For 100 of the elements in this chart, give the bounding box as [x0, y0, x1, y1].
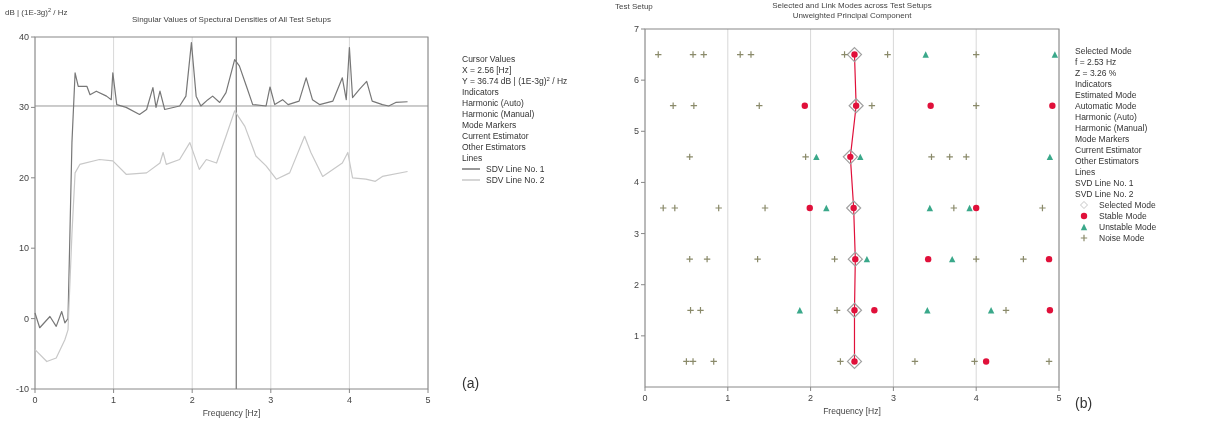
point — [847, 251, 863, 267]
point — [1049, 102, 1056, 109]
y-tick-label: 10 — [18, 243, 29, 254]
legend-label: Selected Mode — [1099, 200, 1156, 210]
point — [863, 255, 871, 263]
text: Current Estimator — [462, 131, 529, 141]
text: Estimated Mode — [1075, 90, 1137, 100]
point — [982, 358, 990, 365]
point — [926, 204, 934, 212]
point — [801, 102, 808, 109]
line-series — [34, 42, 409, 329]
point — [690, 101, 698, 110]
point — [846, 46, 863, 63]
point — [973, 204, 980, 212]
y-axis-title: dB | (1E-3g)$^{2}$ / Hz — [5, 7, 68, 17]
y-tick-label: 4 — [633, 177, 639, 188]
text: Harmonic (Auto) — [1075, 112, 1138, 122]
legend-label: Noise Mode — [1099, 233, 1145, 243]
point — [924, 307, 931, 314]
legend-label: SDV Line No. 1 — [486, 164, 545, 174]
point — [753, 255, 762, 263]
x-tick-label: 2 — [808, 393, 814, 403]
text: Mode Markers — [1075, 134, 1130, 144]
point — [813, 153, 820, 161]
point — [1002, 306, 1010, 315]
text: Harmonic (Manual) — [462, 109, 535, 119]
point — [1038, 204, 1047, 212]
point — [659, 204, 668, 212]
text: Indicators — [462, 87, 499, 97]
text: Lines — [1075, 167, 1096, 177]
y-tick-label: 1 — [633, 330, 639, 341]
x-axis-title: Frequency [Hz] — [823, 406, 881, 416]
chart-subtitle: Unweighted Principal Component — [792, 11, 913, 20]
text: (a) — [462, 375, 480, 391]
point — [1046, 307, 1054, 314]
point — [689, 50, 697, 59]
point — [1019, 255, 1028, 263]
text: Z = 3.26 % — [1075, 68, 1117, 78]
y-tick-label: 7 — [633, 24, 639, 34]
text: Selected Mode — [1075, 46, 1132, 56]
point — [703, 255, 711, 263]
point — [857, 153, 864, 161]
text: SVD Line No. 2 — [1075, 189, 1134, 199]
text: Indicators — [1075, 79, 1112, 89]
point — [796, 307, 804, 314]
point — [761, 204, 769, 212]
point — [1046, 153, 1054, 161]
text: f = 2.53 Hz — [1075, 57, 1117, 67]
text: Current Estimator — [1075, 145, 1142, 155]
text: Harmonic (Auto) — [462, 98, 525, 108]
point — [801, 153, 810, 161]
y-axis-title: Test Setup — [615, 2, 654, 11]
point — [846, 302, 863, 318]
point — [987, 307, 995, 314]
x-tick-label: 1 — [111, 395, 117, 405]
point — [846, 200, 862, 216]
text: Lines — [462, 153, 483, 163]
x-tick-label: 3 — [268, 395, 274, 405]
y-tick-label: 20 — [18, 172, 29, 183]
point — [868, 101, 876, 110]
y-tick-label: 30 — [18, 102, 29, 113]
legend-label: SDV Line No. 2 — [486, 175, 545, 185]
point — [806, 204, 813, 212]
chart-title: Singular Values of Spectural Densities of All Test Setups — [132, 15, 331, 24]
text: SVD Line No. 1 — [1075, 178, 1134, 188]
text: Other Estimators — [462, 142, 526, 152]
y-tick-label: -10 — [15, 384, 29, 394]
y-tick-label: 2 — [633, 279, 639, 290]
point — [1045, 255, 1053, 263]
y-tick-label: 6 — [633, 75, 639, 86]
point — [842, 149, 858, 165]
point — [671, 204, 679, 212]
y-tick-label: 5 — [633, 126, 639, 137]
point — [823, 204, 830, 212]
point — [962, 153, 971, 161]
point — [871, 307, 878, 314]
point — [1045, 357, 1053, 366]
text: Cursor Values — [462, 54, 516, 64]
y-tick-label: 3 — [633, 228, 639, 239]
text: Automatic Mode — [1075, 101, 1137, 111]
point — [948, 255, 956, 263]
y-tick-label: 0 — [23, 313, 29, 324]
text: Mode Markers — [462, 120, 517, 130]
x-tick-label: 5 — [1056, 393, 1062, 403]
x-tick-label: 4 — [346, 395, 352, 405]
x-tick-label: 3 — [890, 393, 896, 403]
point — [911, 357, 919, 366]
point — [945, 153, 954, 161]
text: Other Estimators — [1075, 156, 1139, 166]
x-tick-label: 5 — [425, 395, 431, 405]
point — [972, 255, 980, 263]
legend-label: Stable Mode — [1099, 211, 1147, 221]
text: Harmonic (Manual) — [1075, 123, 1148, 133]
x-tick-label: 4 — [973, 393, 979, 403]
point — [927, 153, 936, 161]
point — [747, 50, 755, 59]
point — [846, 353, 863, 370]
point — [922, 51, 929, 58]
text: Y = 36.74 dB | (1E-3g)$^{2}$ / Hz — [462, 76, 568, 86]
point — [685, 153, 694, 161]
